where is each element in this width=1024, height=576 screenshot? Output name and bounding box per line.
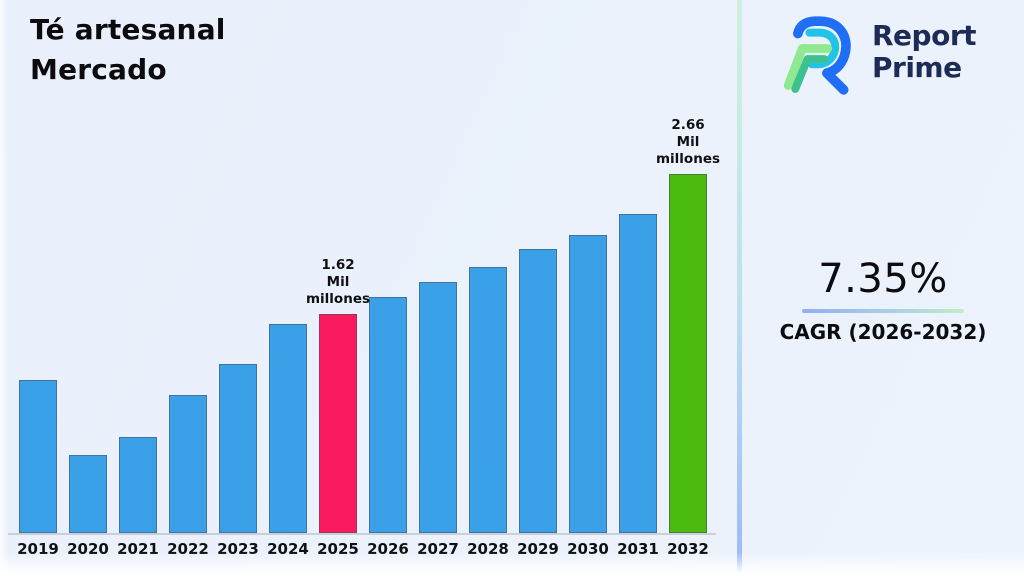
cagr-block: 7.35% CAGR (2026-2032) <box>771 256 995 344</box>
report-prime-logo-icon <box>783 16 851 95</box>
bar-2024 <box>269 324 307 533</box>
bar-2025 <box>319 314 357 533</box>
left-edge-fade <box>0 0 9 576</box>
annotation-line: 2.66 <box>671 117 705 133</box>
bar-2029 <box>519 249 557 533</box>
cagr-label: CAGR (2026-2032) <box>779 320 987 344</box>
bar-2031 <box>619 214 657 533</box>
annotation-line: Mil <box>676 134 700 150</box>
cagr-underline-accent <box>802 309 964 313</box>
annotation-line: millones <box>655 151 721 167</box>
brand-wordmark: Report Prime <box>872 18 977 84</box>
bar-2030 <box>569 235 607 533</box>
title-line-1: Té artesanal <box>30 13 226 46</box>
annotation-line: millones <box>305 291 371 307</box>
vertical-divider <box>737 0 742 576</box>
bottom-edge-fade <box>0 552 1024 576</box>
x-axis-line <box>8 533 716 535</box>
brand-word-prime: Prime <box>872 51 962 84</box>
brand-word-report: Report <box>872 18 977 52</box>
bar-annotation-2025: 1.62 Mil millones <box>283 257 393 308</box>
bar-2023 <box>219 364 257 533</box>
title-line-2: Mercado <box>30 52 167 86</box>
annotation-line: 1.62 <box>321 257 355 273</box>
annotation-line: Mil <box>326 274 350 290</box>
bar-2019 <box>19 380 57 533</box>
cagr-value: 7.35% <box>818 256 948 302</box>
bar-2026 <box>369 297 407 533</box>
bar-2022 <box>169 395 207 533</box>
brand-logo: Report Prime <box>776 8 977 96</box>
bar-2020 <box>69 455 107 533</box>
bar-2021 <box>119 437 157 533</box>
bar-annotation-2032: 2.66 Mil millones <box>633 117 743 168</box>
bar-2028 <box>469 267 507 533</box>
bar-2027 <box>419 282 457 533</box>
page-title: Té artesanal Mercado <box>30 10 226 90</box>
bar-2032 <box>669 174 707 533</box>
